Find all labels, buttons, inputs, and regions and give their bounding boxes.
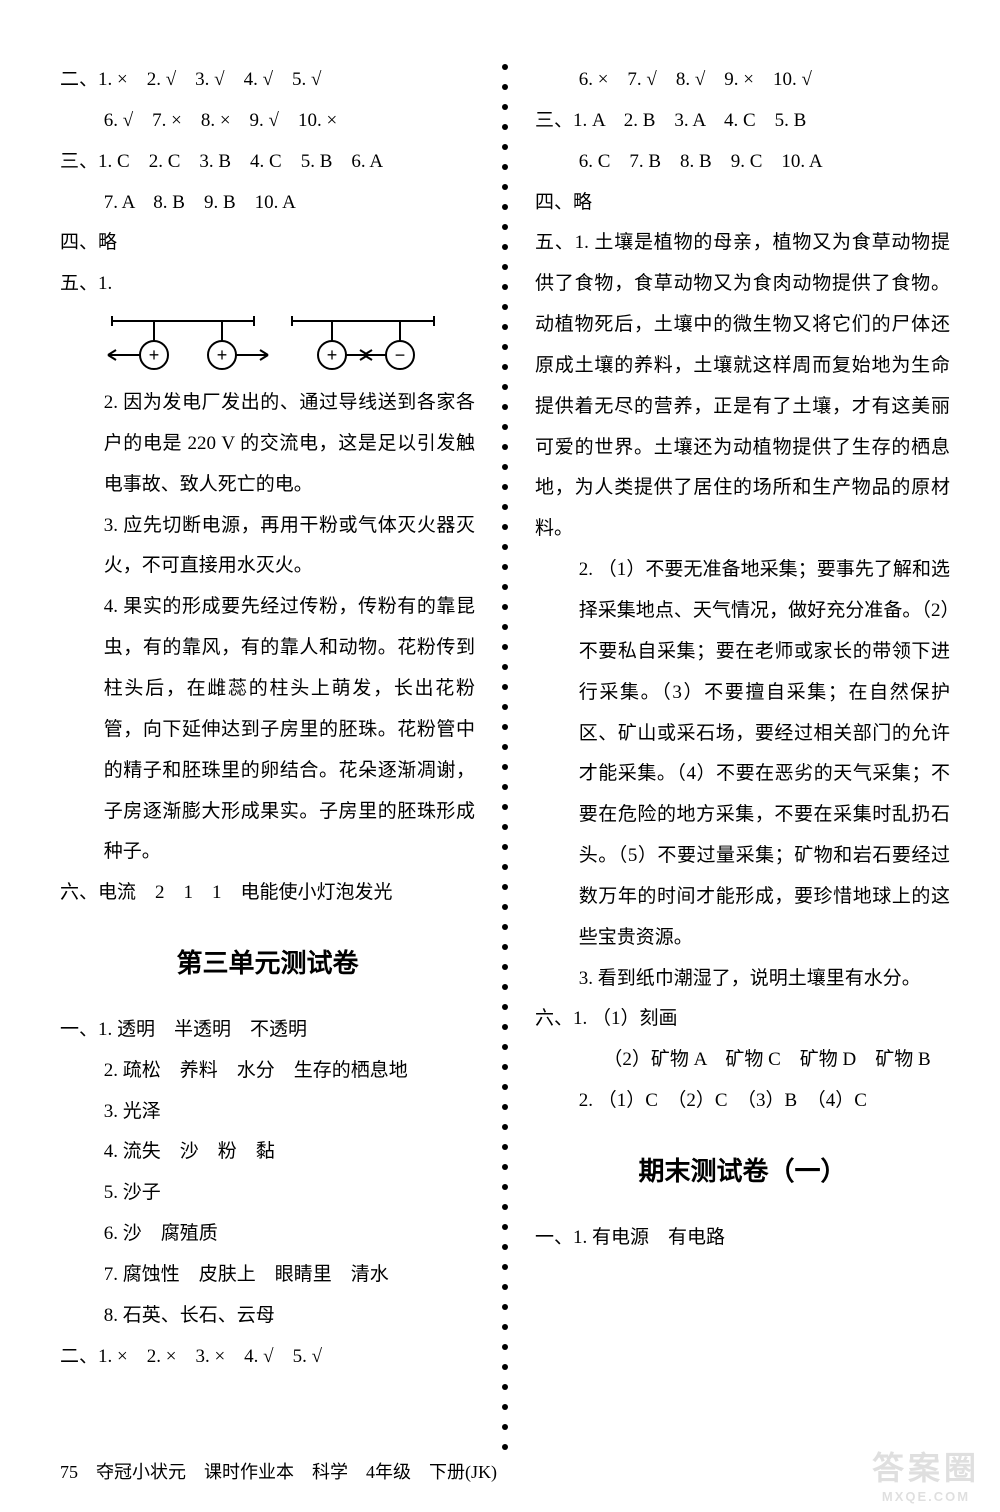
sec3-r1: 1. C 2. C 3. B 4. C 5. B 6. A xyxy=(98,151,383,172)
u3s1-i7: 7. 腐蚀性 皮肤上 眼睛里 清水 xyxy=(60,1255,475,1296)
sec2-label: 二、 xyxy=(60,69,98,90)
sec5-i3: 3. 应先切断电源，再用干粉或气体灭火器灭火，不可直接用水灭火。 xyxy=(60,506,475,588)
r-sec5-i3: 3. 看到纸巾潮湿了，说明土壤里有水分。 xyxy=(535,959,950,1000)
r-sec6-i1a: 六、1. （1）刻画 xyxy=(535,999,950,1040)
f-sec1-row: 一、1. 有电源 有电路 xyxy=(535,1218,950,1259)
r-sec3-row2: 6. C 7. B 8. B 9. C 10. A xyxy=(535,142,950,183)
two-column-layout: 二、1. × 2. √ 3. √ 4. √ 5. √ 6. √ 7. × 8. … xyxy=(60,60,950,1450)
final-heading: 期末测试卷（一） xyxy=(535,1144,950,1200)
column-separator xyxy=(500,60,510,1450)
u3s1-i5: 5. 沙子 xyxy=(60,1173,475,1214)
r-sec2-cont: 6. × 7. √ 8. √ 9. × 10. √ xyxy=(535,60,950,101)
page-footer: 75 夺冠小状元 课时作业本 科学 4年级 下册(JK) xyxy=(60,1458,497,1484)
u3s1-i6: 6. 沙 腐殖质 xyxy=(60,1214,475,1255)
pendulum-diagram: + + + − xyxy=(104,309,444,379)
sec2-row2: 6. √ 7. × 8. × 9. √ 10. × xyxy=(60,101,475,142)
r-sec5-label: 五、 xyxy=(535,232,575,253)
sec3-row2: 7. A 8. B 9. B 10. A xyxy=(60,183,475,224)
r-sec3-r1: 1. A 2. B 3. A 4. C 5. B xyxy=(573,110,806,131)
r-sec3-label: 三、 xyxy=(535,110,573,131)
r-sec6-i1b: （2）矿物 A 矿物 C 矿物 D 矿物 B xyxy=(535,1040,950,1081)
r-sec6-label: 六、 xyxy=(535,1008,573,1029)
watermark: 答案圈 MXQE.COM xyxy=(872,1443,980,1504)
u3s1-i3: 3. 光泽 xyxy=(60,1092,475,1133)
f-sec1-i1: 1. 有电源 有电路 xyxy=(573,1227,725,1248)
svg-text:+: + xyxy=(326,345,337,365)
r-sec5-i1t: 1. 土壤是植物的母亲，植物又为食草动物提供了食物，食草动物又为食肉动物提供了食… xyxy=(535,232,950,539)
sec2-row1: 二、1. × 2. √ 3. √ 4. √ 5. √ xyxy=(60,60,475,101)
u3s2-row: 二、1. × 2. × 3. × 4. √ 5. √ xyxy=(60,1337,475,1378)
sec6: 六、电流 2 1 1 电能使小灯泡发光 xyxy=(60,873,475,914)
sec5-label: 五、1. xyxy=(60,264,475,305)
r-sec4: 四、略 xyxy=(535,183,950,224)
r-sec5-i2: 2. （1）不要无准备地采集；要事先了解和选择采集地点、天气情况，做好充分准备。… xyxy=(535,550,950,958)
watermark-big: 答案圈 xyxy=(872,1450,980,1486)
page: 二、1. × 2. √ 3. √ 4. √ 5. √ 6. √ 7. × 8. … xyxy=(0,0,1000,1512)
r-sec3-row1: 三、1. A 2. B 3. A 4. C 5. B xyxy=(535,101,950,142)
sec5-i2: 2. 因为发电厂发出的、通过导线送到各家各户的电是 220 V 的交流电，这是足… xyxy=(60,383,475,506)
watermark-small: MXQE.COM xyxy=(872,1489,980,1504)
sec3-label: 三、 xyxy=(60,151,98,172)
u3s1-i2: 2. 疏松 养料 水分 生存的栖息地 xyxy=(60,1051,475,1092)
u3s2-label: 二、 xyxy=(60,1346,98,1367)
sec4: 四、略 xyxy=(60,223,475,264)
r-sec5-i1: 五、1. 土壤是植物的母亲，植物又为食草动物提供了食物，食草动物又为食肉动物提供… xyxy=(535,223,950,550)
left-column: 二、1. × 2. √ 3. √ 4. √ 5. √ 6. √ 7. × 8. … xyxy=(60,60,475,1450)
sec2-r1: 1. × 2. √ 3. √ 4. √ 5. √ xyxy=(98,69,321,90)
u3s1-row: 一、1. 透明 半透明 不透明 xyxy=(60,1010,475,1051)
sec5-i4: 4. 果实的形成要先经过传粉，传粉有的靠昆虫，有的靠风，有的靠人和动物。花粉传到… xyxy=(60,587,475,873)
u3s1-i8: 8. 石英、长石、云母 xyxy=(60,1296,475,1337)
r-sec6-i1at: 1. （1）刻画 xyxy=(573,1008,678,1029)
f-sec1-label: 一、 xyxy=(535,1227,573,1248)
unit3-heading: 第三单元测试卷 xyxy=(60,936,475,992)
svg-text:−: − xyxy=(394,345,405,365)
r-sec6-i2: 2. （1）C （2）C （3）B （4）C xyxy=(535,1081,950,1122)
u3s2-r1: 1. × 2. × 3. × 4. √ 5. √ xyxy=(98,1346,322,1367)
svg-text:+: + xyxy=(148,345,159,365)
sec3-row1: 三、1. C 2. C 3. B 4. C 5. B 6. A xyxy=(60,142,475,183)
u3s1-label: 一、 xyxy=(60,1019,98,1040)
u3s1-i1: 1. 透明 半透明 不透明 xyxy=(98,1019,307,1040)
right-column: 6. × 7. √ 8. √ 9. × 10. √ 三、1. A 2. B 3.… xyxy=(535,60,950,1450)
svg-text:+: + xyxy=(216,345,227,365)
u3s1-i4: 4. 流失 沙 粉 黏 xyxy=(60,1132,475,1173)
